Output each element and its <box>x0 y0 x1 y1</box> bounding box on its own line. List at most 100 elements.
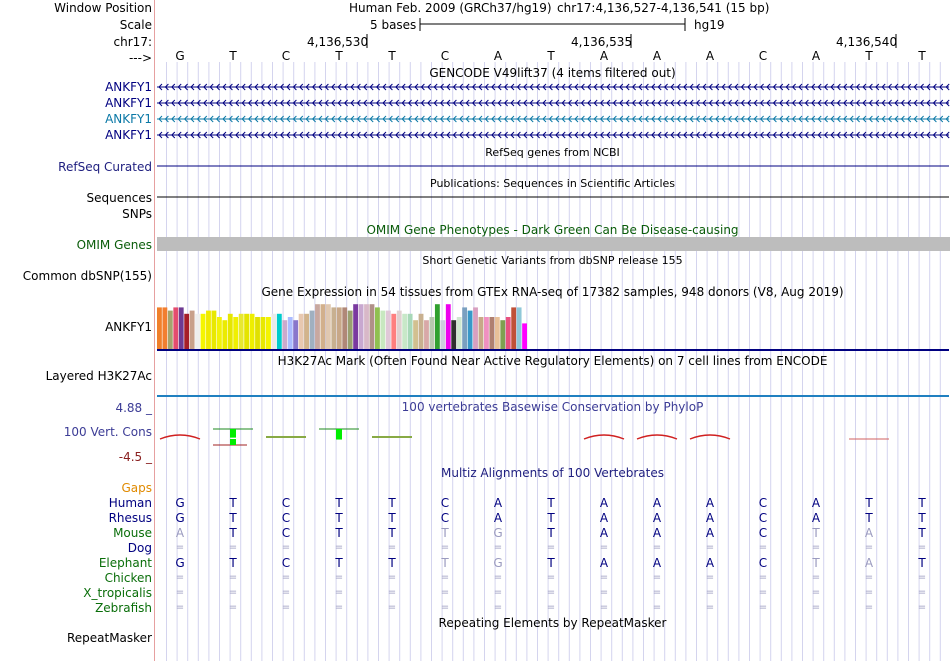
common-dbsnp-label[interactable]: Common dbSNP(155) <box>22 269 152 283</box>
species-label: Dog <box>127 541 152 555</box>
phylop-negative-curve <box>159 434 201 440</box>
aligned-base: T <box>335 556 343 570</box>
strand-chevron <box>651 83 656 91</box>
aligned-base: = <box>334 587 344 598</box>
strand-chevron <box>190 99 195 107</box>
strand-chevron <box>587 83 592 91</box>
strand-chevron <box>785 115 790 123</box>
strand-chevron <box>215 131 220 139</box>
ankfy1-transcript-3[interactable] <box>157 119 949 120</box>
ankfy1-transcript-1[interactable] <box>157 87 949 88</box>
strand-chevron <box>299 115 304 123</box>
strand-chevron <box>286 115 291 123</box>
strand-chevron <box>407 131 412 139</box>
aligned-base: A <box>493 496 503 510</box>
gtex-tissue-bar <box>429 317 435 349</box>
strand-chevron <box>868 99 873 107</box>
gtex-tissue-bar <box>211 310 217 349</box>
strand-chevron <box>433 115 438 123</box>
strand-chevron <box>471 131 476 139</box>
gencode-item-label-4[interactable]: ANKFY1 <box>105 128 152 142</box>
aligned-base: = <box>387 602 397 613</box>
gtex-tissue-bar <box>369 304 375 349</box>
strand-chevron <box>491 115 496 123</box>
strand-chevron <box>382 99 387 107</box>
gtex-tissue-bar <box>445 304 451 349</box>
strand-chevron <box>670 115 675 123</box>
aligned-base: = <box>917 542 927 553</box>
repeatmasker-label[interactable]: RepeatMasker <box>66 631 152 645</box>
aligned-base: = <box>493 542 503 553</box>
strand-chevron <box>369 131 374 139</box>
base-letter: A <box>652 49 662 63</box>
strand-chevron <box>196 131 201 139</box>
strand-chevron <box>260 131 265 139</box>
aligned-base: = <box>334 542 344 553</box>
strand-chevron <box>843 99 848 107</box>
ankfy1-transcript-2[interactable] <box>157 103 949 104</box>
gencode-item-label-1[interactable]: ANKFY1 <box>105 80 152 94</box>
gtex-tissue-bar <box>336 307 342 349</box>
strand-chevron <box>612 99 617 107</box>
gtex-tissue-bar <box>375 307 380 349</box>
strand-chevron <box>587 99 592 107</box>
conservation-track-label[interactable]: 100 Vert. Cons <box>63 425 152 439</box>
strand-chevron <box>657 99 662 107</box>
strand-chevron <box>708 115 713 123</box>
aligned-base: = <box>387 587 397 598</box>
gtex-gene-label[interactable]: ANKFY1 <box>105 320 152 334</box>
strand-chevron <box>427 99 432 107</box>
gencode-item-label-2[interactable]: ANKFY1 <box>105 96 152 110</box>
gtex-tissue-bar <box>380 310 386 349</box>
strand-chevron <box>849 131 854 139</box>
sequences-label[interactable]: Sequences <box>86 191 152 205</box>
strand-chevron <box>811 83 816 91</box>
aligned-base: T <box>335 526 343 540</box>
gtex-tissue-bar <box>462 307 468 349</box>
strand-chevron <box>356 115 361 123</box>
refseq-curated-label[interactable]: RefSeq Curated <box>58 160 152 174</box>
aligned-base: = <box>599 542 609 553</box>
track-display[interactable]: Human Feb. 2009 (GRCh37/hg19) chr17:4,13… <box>155 0 950 661</box>
strand-chevron <box>260 115 265 123</box>
strand-chevron <box>619 99 624 107</box>
aligned-base: T <box>918 511 926 525</box>
strand-chevron <box>241 99 246 107</box>
strand-chevron <box>523 115 528 123</box>
strand-chevron <box>939 99 944 107</box>
strand-chevron <box>548 115 553 123</box>
ankfy1-transcript-4[interactable] <box>157 135 949 136</box>
scale-label: Scale <box>119 18 152 32</box>
strand-chevron <box>318 99 323 107</box>
aligned-base: T <box>388 511 396 525</box>
omim-genes-label[interactable]: OMIM Genes <box>76 238 152 252</box>
scale-text: 5 bases <box>370 18 417 32</box>
strand-chevron <box>235 131 240 139</box>
snps-label[interactable]: SNPs <box>122 207 152 221</box>
strand-chevron <box>529 131 534 139</box>
strand-chevron <box>644 83 649 91</box>
gtex-tissue-bar <box>434 304 440 349</box>
aligned-base: T <box>229 526 237 540</box>
aligned-base: = <box>387 572 397 583</box>
strand-chevron <box>855 83 860 91</box>
strand-chevron <box>209 83 214 91</box>
strand-chevron <box>446 99 451 107</box>
h3k27ac-label[interactable]: Layered H3K27Ac <box>45 369 152 383</box>
aligned-base: A <box>811 496 821 510</box>
aligned-base: = <box>864 587 874 598</box>
strand-chevron <box>343 131 348 139</box>
gencode-item-label-3[interactable]: ANKFY1 <box>105 112 152 126</box>
aligned-base: = <box>811 587 821 598</box>
strand-chevron <box>855 99 860 107</box>
strand-chevron <box>279 83 284 91</box>
strand-chevron <box>267 99 272 107</box>
aligned-base: = <box>811 542 821 553</box>
gtex-tissue-bar <box>266 317 271 349</box>
strand-chevron <box>574 115 579 123</box>
strand-chevron <box>241 131 246 139</box>
strand-chevron <box>363 115 368 123</box>
strand-chevron <box>894 99 899 107</box>
aligned-base: = <box>599 602 609 613</box>
strand-chevron <box>222 83 227 91</box>
